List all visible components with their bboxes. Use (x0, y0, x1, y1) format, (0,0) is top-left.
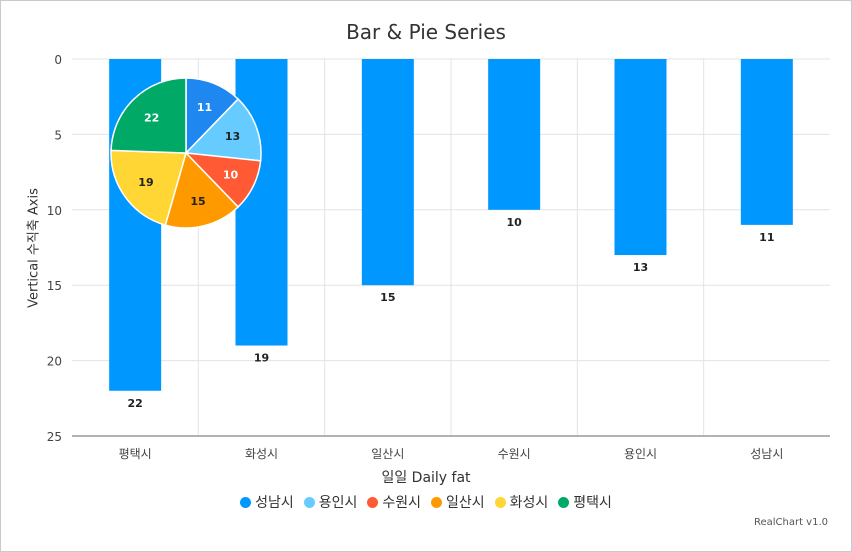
legend-marker (240, 496, 252, 508)
y-tick-label: 15 (47, 279, 62, 293)
x-tick-label: 평택시 (119, 447, 152, 461)
pie-slice (164, 151, 240, 229)
bar (361, 59, 414, 286)
bar-data-label: 19 (254, 352, 269, 365)
legend-marker (431, 496, 442, 508)
pie-data-label: 19 (138, 176, 153, 189)
bar-data-label: 22 (128, 397, 143, 410)
pie-slice (184, 97, 262, 162)
x-tick-label: 용인시 (624, 447, 657, 461)
legend-marker (367, 496, 379, 508)
legend-label: 평택시 (573, 495, 612, 511)
legend-marker (494, 496, 506, 508)
pie-slice (110, 149, 187, 227)
legend-label: 용인시 (318, 495, 358, 511)
bar-data-label: 13 (633, 261, 648, 274)
y-tick-label: 0 (54, 53, 62, 67)
legend-item[interactable]: 화성시 (494, 492, 549, 512)
y-tick-label: 10 (47, 204, 62, 218)
bar-data-label: 11 (759, 231, 774, 244)
legend-label: 성남시 (255, 495, 294, 511)
x-tick-label: 성남시 (750, 447, 783, 461)
bar-data-label: 15 (380, 291, 395, 304)
legend-label: 일산시 (446, 495, 485, 511)
legend-item[interactable]: 용인시 (303, 492, 358, 512)
pie-data-label: 15 (190, 195, 205, 208)
pie-data-label: 10 (223, 169, 239, 182)
legend-item[interactable]: 수원시 (367, 492, 421, 512)
pie-data-label: 22 (144, 111, 159, 124)
legend-label: 화성시 (509, 495, 549, 511)
legend-item[interactable]: 평택시 (558, 492, 612, 512)
bar-data-label: 10 (507, 216, 523, 229)
y-tick-label: 5 (54, 128, 62, 142)
bar (740, 59, 793, 225)
x-tick-label: 화성시 (245, 447, 278, 461)
x-tick-label: 일산시 (371, 447, 404, 461)
legend-marker (558, 496, 570, 508)
chart-title: Bar & Pie Series (346, 20, 506, 44)
y-tick-label: 20 (47, 355, 62, 369)
bar (614, 59, 667, 256)
legend-item[interactable]: 일산시 (431, 492, 485, 512)
bar (488, 59, 541, 210)
y-tick-label: 25 (47, 430, 62, 444)
x-tick-label: 수원시 (498, 447, 531, 461)
legend: 성남시 용인시 수원시 일산시 화성시 평택시 (0, 492, 852, 512)
credits: RealChart v1.0 (753, 517, 828, 528)
pie-slice (110, 77, 187, 154)
pie-data-label: 11 (197, 101, 212, 114)
legend-label: 수원시 (382, 495, 421, 511)
x-axis-label: 일일 Daily fat (381, 470, 471, 486)
legend-marker (303, 496, 315, 508)
legend-item[interactable]: 성남시 (240, 492, 294, 512)
pie-data-label: 13 (225, 130, 240, 143)
